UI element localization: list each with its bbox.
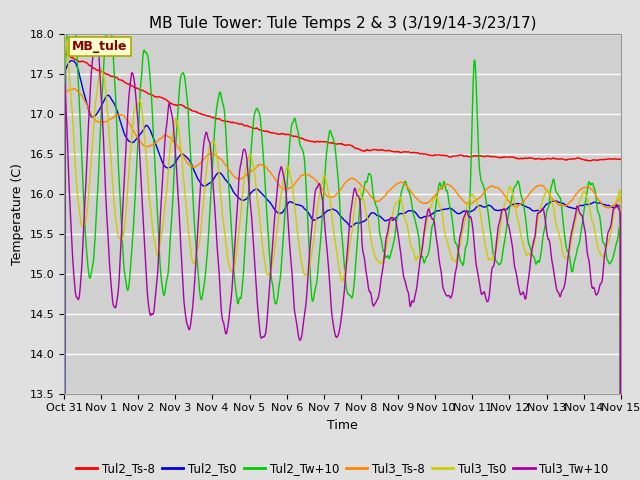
- Legend: Tul2_Ts-8, Tul2_Ts0, Tul2_Tw+10, Tul3_Ts-8, Tul3_Ts0, Tul3_Tw+10: Tul2_Ts-8, Tul2_Ts0, Tul2_Tw+10, Tul3_Ts…: [72, 457, 613, 480]
- Title: MB Tule Tower: Tule Temps 2 & 3 (3/19/14-3/23/17): MB Tule Tower: Tule Temps 2 & 3 (3/19/14…: [148, 16, 536, 31]
- X-axis label: Time: Time: [327, 419, 358, 432]
- Text: MB_tule: MB_tule: [72, 40, 128, 53]
- Y-axis label: Temperature (C): Temperature (C): [11, 163, 24, 264]
